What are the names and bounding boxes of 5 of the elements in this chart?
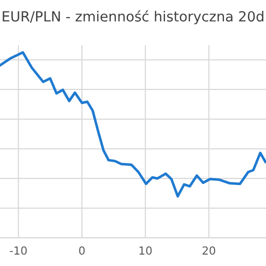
x-tick-label: -10 (10, 246, 27, 255)
x-tick-label: 0 (79, 246, 85, 255)
x-tick-label: 20 (202, 246, 216, 255)
x-tick-label: 10 (140, 246, 152, 255)
chart-title: EUR/PLN - zmienność historyczna 20d (2, 10, 264, 24)
